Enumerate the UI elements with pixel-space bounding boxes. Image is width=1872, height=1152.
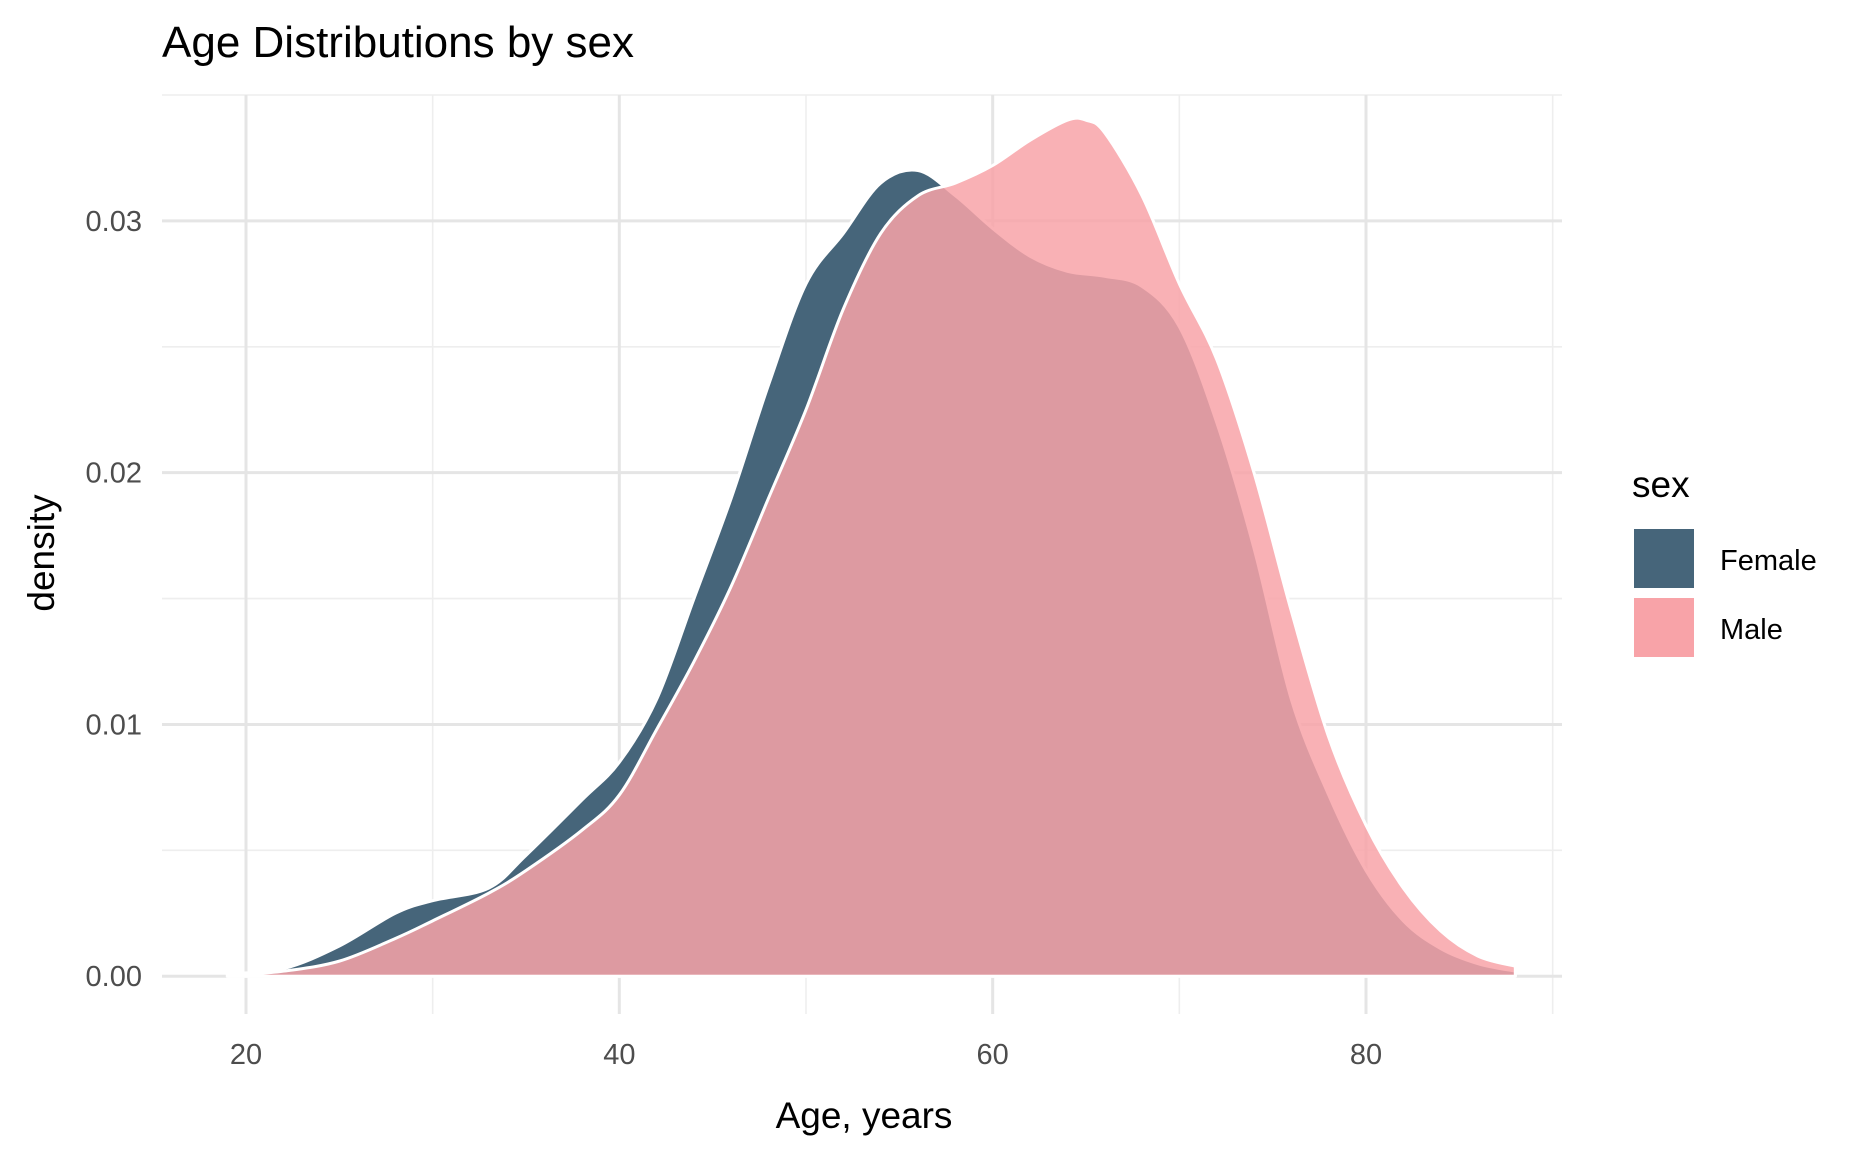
- y-tick-label: 0.01: [86, 709, 142, 741]
- legend-label-male: Male: [1720, 614, 1783, 646]
- x-axis-ticks: 20 40 60 80: [230, 1039, 1382, 1071]
- chart-title: Age Distributions by sex: [162, 18, 634, 67]
- legend-key-male: [1634, 598, 1694, 657]
- density-area-male: [225, 116, 1517, 978]
- legend-label-female: Female: [1720, 545, 1817, 577]
- x-tick-label: 60: [977, 1039, 1009, 1071]
- y-tick-label: 0.00: [86, 961, 142, 993]
- y-tick-label: 0.02: [86, 458, 142, 490]
- x-axis-title: Age, years: [776, 1095, 953, 1136]
- y-axis-ticks: 0.00 0.01 0.02 0.03: [86, 206, 142, 993]
- legend: sex Female Male: [1632, 464, 1817, 657]
- y-tick-label: 0.03: [86, 206, 142, 238]
- density-areas: [225, 116, 1517, 978]
- legend-title: sex: [1632, 464, 1690, 505]
- x-tick-label: 20: [230, 1039, 262, 1071]
- x-tick-label: 40: [603, 1039, 635, 1071]
- legend-key-female: [1634, 529, 1694, 588]
- y-axis-title: density: [21, 494, 62, 612]
- x-tick-label: 80: [1350, 1039, 1382, 1071]
